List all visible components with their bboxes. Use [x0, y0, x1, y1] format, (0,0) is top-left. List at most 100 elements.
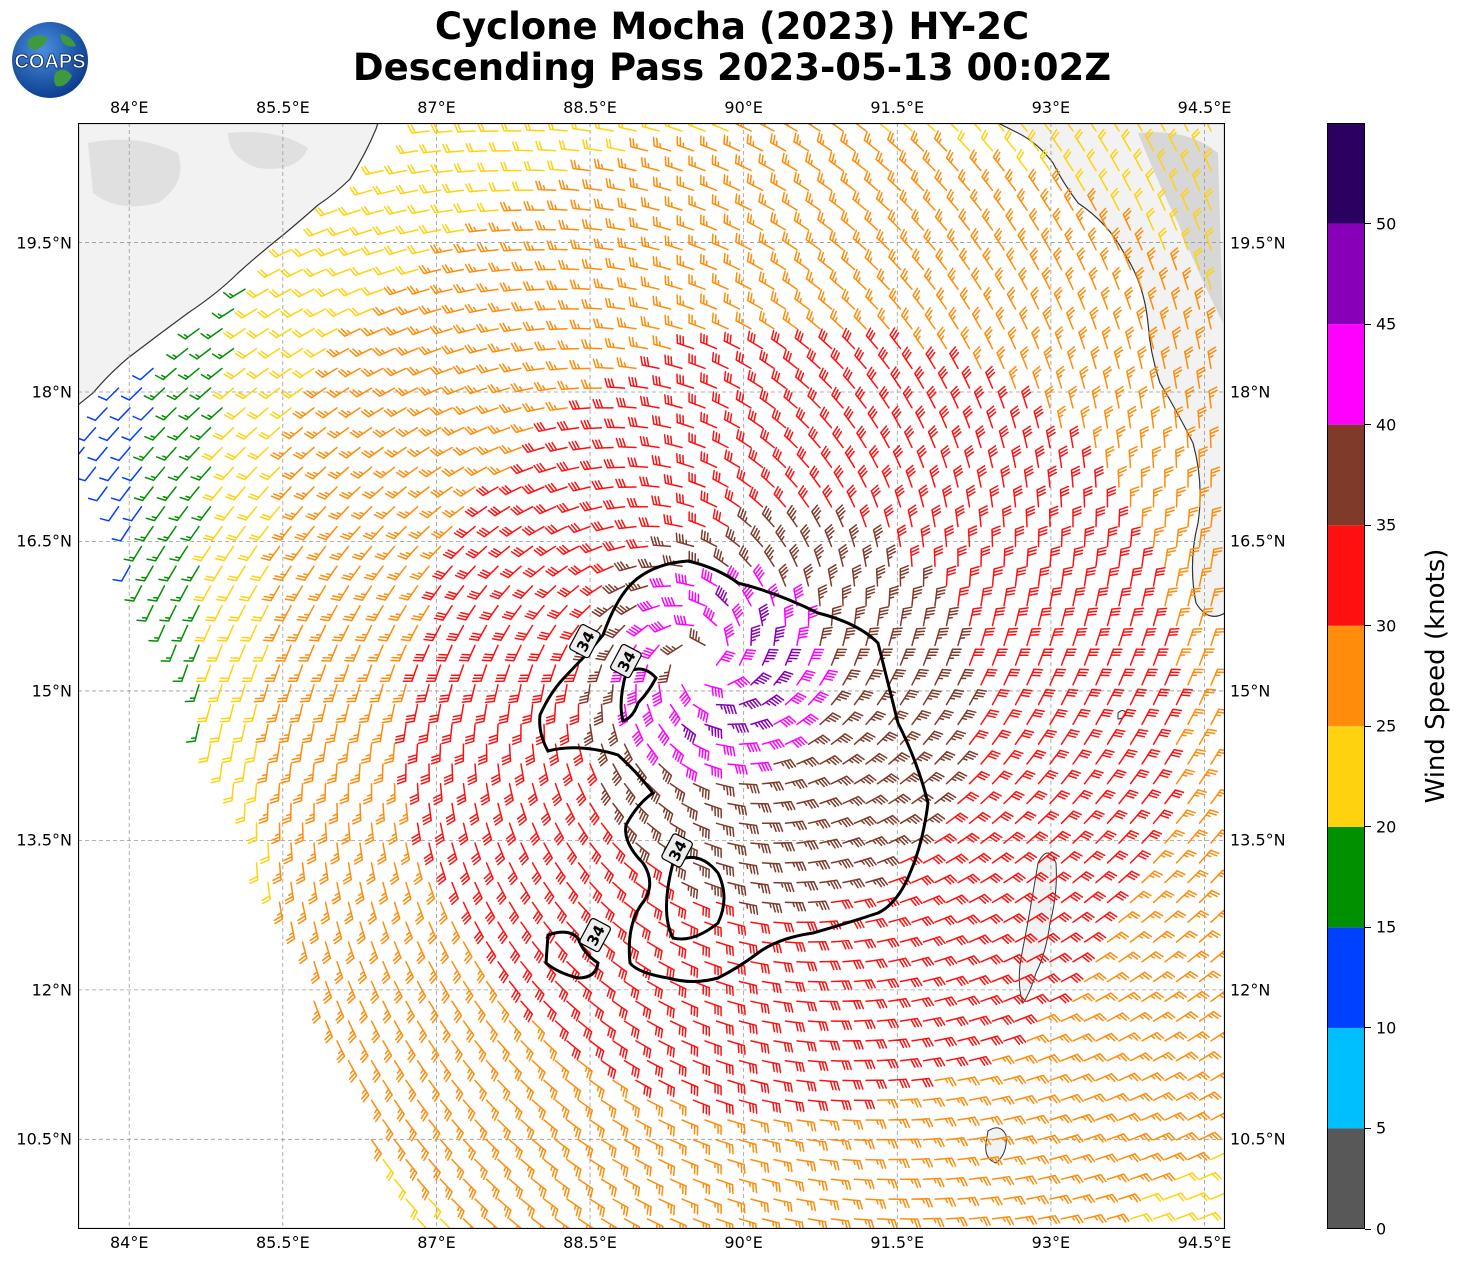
- wind-barb: [922, 565, 933, 587]
- wind-barb: [1095, 506, 1106, 528]
- wind-barb: [1164, 1112, 1188, 1121]
- wind-barb: [283, 842, 293, 865]
- wind-barb: [1118, 587, 1132, 607]
- wind-barb: [1204, 187, 1214, 211]
- wind-barb: [727, 961, 746, 976]
- lat-tick-label-right: 10.5°N: [1230, 1129, 1286, 1149]
- wind-barb: [589, 1119, 605, 1139]
- wind-barb: [828, 190, 844, 211]
- wind-barb: [831, 386, 844, 409]
- wind-barb: [497, 1079, 511, 1102]
- wind-barb: [1129, 648, 1146, 666]
- wind-barb: [400, 624, 419, 642]
- wind-barb: [699, 174, 718, 192]
- wind-barb: [1164, 506, 1176, 528]
- wind-barb: [341, 565, 361, 581]
- wind-barb: [484, 684, 499, 704]
- wind-barb: [628, 296, 649, 310]
- wind-barb: [393, 1178, 406, 1201]
- wind-barb: [770, 329, 787, 350]
- wind-barb: [968, 565, 980, 587]
- wind-barb: [612, 1000, 628, 1021]
- wind-barb: [881, 464, 892, 488]
- wind-barb: [750, 624, 761, 647]
- wind-barb: [1103, 405, 1114, 429]
- wind-barb: [750, 802, 772, 813]
- wind-barb: [819, 1040, 841, 1051]
- wind-barb: [676, 413, 695, 429]
- wind-barb: [692, 1020, 711, 1037]
- wind-barb: [899, 1218, 922, 1228]
- wind-barb: [735, 272, 752, 290]
- wind-barb: [415, 684, 430, 703]
- wind-barb: [280, 268, 304, 278]
- wind-barb: [736, 468, 752, 488]
- wind-barb: [1175, 1091, 1199, 1101]
- wind-barb: [715, 743, 736, 757]
- wind-barb: [773, 715, 797, 728]
- wind-barb: [418, 426, 442, 437]
- wind-barb: [1203, 148, 1213, 172]
- wind-barb: [723, 623, 735, 647]
- wind-barb: [257, 387, 281, 400]
- wind-barb: [404, 703, 419, 724]
- wind-barb: [795, 407, 810, 429]
- lon-tick-label-top: 88.5°E: [563, 98, 617, 117]
- wind-barb: [357, 961, 367, 985]
- wind-barb: [899, 1098, 922, 1108]
- wind-barb: [233, 763, 246, 784]
- wind-barb: [1198, 849, 1220, 864]
- wind-barb: [177, 328, 200, 340]
- wind-barb: [134, 525, 154, 542]
- wind-barb: [1037, 851, 1060, 864]
- wind-barb: [481, 644, 499, 662]
- wind-barb: [807, 1020, 829, 1032]
- wind-barb: [201, 446, 223, 461]
- wind-barb: [475, 486, 499, 497]
- wind-barb: [485, 1099, 500, 1121]
- wind-barb: [1210, 587, 1225, 607]
- wind-barb: [1019, 123, 1028, 132]
- wind-barb: [770, 251, 787, 271]
- wind-barb: [476, 202, 499, 213]
- wind-barb: [452, 365, 476, 375]
- wind-barb: [384, 743, 396, 765]
- wind-barb: [775, 524, 787, 548]
- wind-barb: [543, 1198, 559, 1219]
- wind-barb: [692, 1218, 711, 1229]
- wind-barb: [938, 405, 950, 429]
- wind-barb: [1134, 227, 1144, 251]
- wind-barb: [1003, 913, 1027, 924]
- wind-barb: [566, 1119, 582, 1140]
- wind-barb: [723, 213, 741, 231]
- wind-barb: [796, 840, 819, 851]
- wind-barb: [640, 156, 660, 172]
- wind-barb: [358, 703, 373, 724]
- wind-barb: [934, 750, 956, 765]
- wind-barb: [842, 837, 866, 848]
- wind-barb: [1164, 628, 1180, 647]
- wind-barb: [841, 288, 856, 310]
- wind-barb: [1191, 168, 1201, 192]
- wind-barb: [1017, 227, 1028, 251]
- wind-barb: [1210, 990, 1225, 1003]
- wind-barb: [612, 1198, 629, 1217]
- wind-barb: [1049, 912, 1072, 923]
- wind-barb: [1106, 1213, 1130, 1223]
- wind-barb: [980, 750, 1001, 765]
- wind-barb: [903, 425, 915, 449]
- wind-barb: [934, 915, 958, 926]
- wind-barb: [1175, 607, 1191, 627]
- wind-barb: [820, 445, 833, 469]
- wind-barb: [370, 1059, 381, 1083]
- wind-barb: [946, 228, 959, 251]
- wind-barb: [899, 1058, 923, 1068]
- wind-barb: [310, 664, 327, 683]
- wind-barb: [246, 328, 269, 339]
- wind-barb: [947, 267, 959, 290]
- wind-barb: [1075, 207, 1086, 231]
- wind-barb: [715, 703, 737, 715]
- wind-barb: [1083, 1093, 1107, 1103]
- wind-barb: [477, 565, 499, 579]
- wind-barb: [1106, 1173, 1130, 1183]
